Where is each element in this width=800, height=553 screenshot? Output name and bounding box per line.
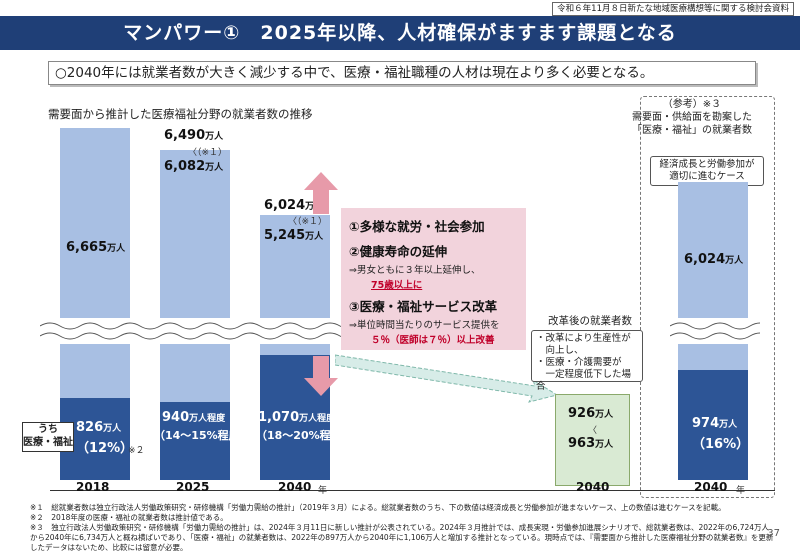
medical-welfare-legend: うち 医療・福祉 <box>22 422 74 452</box>
x-label-2018: 2018 <box>76 480 110 494</box>
x-label-2025: 2025 <box>176 480 210 494</box>
label-after-tilde: 〈 <box>588 426 598 436</box>
after-reform-box: ・改革により生産性が 向上し、 ・医療・介護需要が 一定程度低下した場合 <box>531 330 643 392</box>
label-after-v2: 963万人 <box>568 436 614 451</box>
x-label-2040-after: 2040 <box>576 480 610 494</box>
note-2025: 〈（※１） <box>188 148 228 158</box>
label-2025-med: 940万人程度 <box>162 410 226 425</box>
note-2018: ※２ <box>128 446 145 456</box>
label-2025-total: 6,082万人 <box>164 159 224 174</box>
x-label-2040: 2040 <box>278 480 312 494</box>
label-2018-pct: （12%） <box>76 441 134 456</box>
label-2040-med: 1,070万人程度 <box>258 410 336 425</box>
x-axis <box>50 490 775 491</box>
down-arrow-icon <box>304 356 338 396</box>
label-after-v1: 926万人 <box>568 406 614 421</box>
lead-box: ○2040年には就業者数が大きく減少する中で、医療・福祉職種の人材は現在より多く… <box>48 61 756 85</box>
note-2040: 〈（※１） <box>288 217 328 227</box>
reform-arrow-icon <box>335 354 559 403</box>
label-2018-total: 6,665万人 <box>66 240 126 255</box>
label-ref-med: 974万人 <box>692 416 738 431</box>
source-tag: 令和６年11月８日新たな地域医療構想等に関する検討会資料 <box>552 2 794 16</box>
x-unit-1: 年 <box>318 486 328 496</box>
bar-2025-medical <box>160 402 230 480</box>
axis-break-ref <box>670 318 760 344</box>
reform-box: ①多様な就労・社会参加 ②健康寿命の延伸 ⇒男女ともに３年以上延伸し、 75歳以… <box>341 208 526 350</box>
chart-subtitle: 需要面から推計した医療福祉分野の就業者数の推移 <box>48 107 313 121</box>
page-number: 37 <box>767 528 780 539</box>
label-2040-total: 5,245万人 <box>264 228 324 243</box>
bar-2018-total <box>60 128 130 398</box>
x-label-2040-ref: 2040 <box>694 480 728 494</box>
label-2018-med: 826万人 <box>76 420 122 435</box>
label-2040-pct: （18～20%程度） <box>256 429 353 442</box>
axis-break <box>40 318 350 344</box>
after-reform-bar <box>555 394 630 486</box>
label-2025-pct: （14～15%程度） <box>154 429 251 442</box>
label-ref-total: 6,024万人 <box>684 252 744 267</box>
header-bar: マンパワー① 2025年以降、人材確保がますます課題となる <box>0 16 800 50</box>
bar-ref-medical <box>678 370 748 480</box>
after-reform-title: 改革後の就業者数 <box>548 315 632 327</box>
label-2025-top: 6,490万人 <box>164 128 224 143</box>
up-arrow-icon <box>304 172 338 214</box>
x-unit-2: 年 <box>736 486 746 496</box>
page-title: マンパワー① 2025年以降、人材確保がますます課題となる <box>123 22 677 44</box>
footnotes: ※１ 総就業者数は独立行政法人労働政策研究・研修機構「労働力需給の推計」（201… <box>30 503 774 552</box>
label-ref-pct: （16%） <box>692 437 750 452</box>
reference-title: （参考）※３ 需要面・供給面を勘案した 「医療・福祉」の就業者数 <box>632 99 752 136</box>
reference-panel <box>640 96 775 498</box>
bar-2025-total <box>160 150 230 402</box>
